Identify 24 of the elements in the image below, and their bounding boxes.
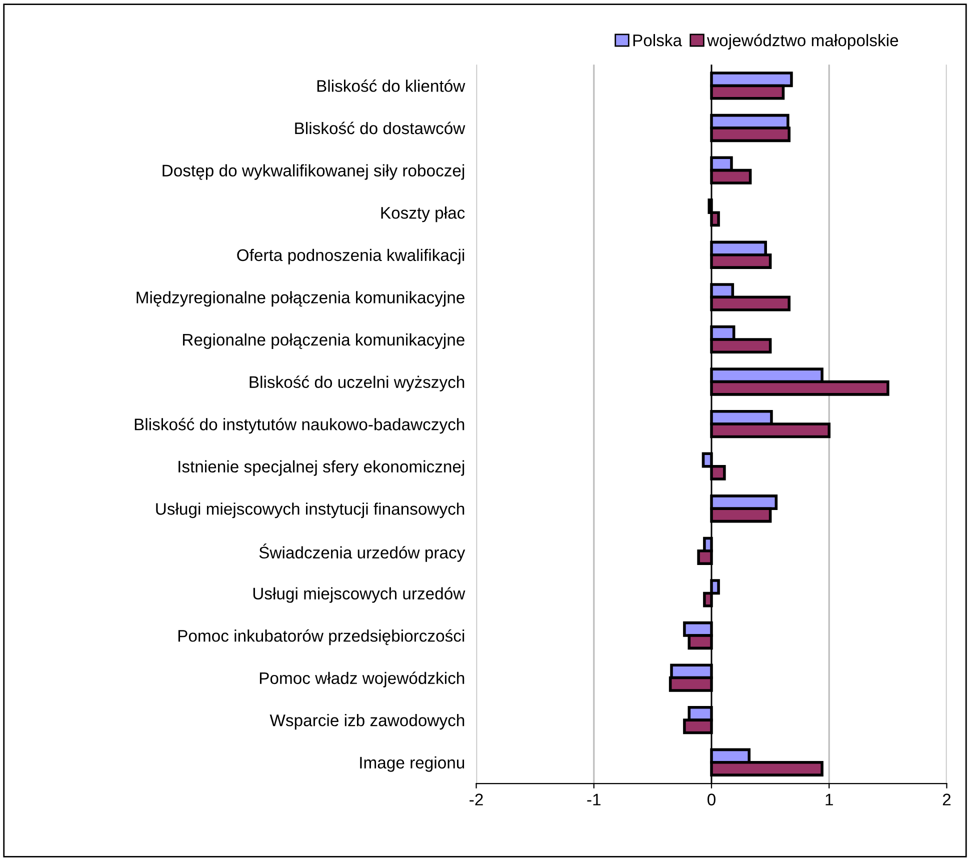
x-tick-label: 0: [708, 794, 716, 806]
x-tick-label: 1: [826, 794, 833, 806]
y-tick-label: Wsparcie izb zawodowych: [270, 714, 464, 730]
y-tick-label: Koszty płac: [381, 206, 465, 222]
y-tick-label: Regionalne połączenia komunikacyjne: [183, 333, 464, 349]
y-tick-label: Image regionu: [360, 756, 464, 772]
y-tick-label: Bliskość do uczelni wyższych: [250, 376, 464, 392]
x-tick-label: -1: [587, 794, 600, 806]
legend-label: Polska: [633, 34, 682, 46]
y-tick-label: Międzyregionalne połączenia komunikacyjne: [136, 291, 464, 307]
y-tick-label: Bliskość do klientów: [317, 79, 466, 92]
legend-label: województwo małopolskie: [707, 34, 898, 50]
y-tick-label: Usługi miejscowych instytucji finansowych: [156, 502, 464, 518]
y-tick-label: Dostęp do wykwalifikowanej siły roboczej: [162, 164, 464, 180]
y-tick-label: Usługi miejscowych urzedów: [253, 587, 466, 603]
y-tick-label: Pomoc władz wojewódzkich: [260, 672, 464, 688]
y-tick-label: Bliskość do dostawców: [295, 122, 466, 134]
x-tick-label: -2: [470, 794, 483, 806]
y-tick-label: Oferta podnoszenia kwalifikacji: [237, 248, 464, 264]
y-tick-label: Świadczenia urzedów pracy: [259, 543, 466, 562]
x-tick-label: 2: [942, 794, 951, 806]
y-tick-label: Pomoc inkubatorów przedsiębiorczości: [178, 629, 464, 646]
y-tick-label: Istnienie specjalnej sfery ekonomicznej: [178, 460, 464, 476]
y-tick-label: Bliskość do instytutów naukowo-badawczych: [134, 418, 464, 434]
